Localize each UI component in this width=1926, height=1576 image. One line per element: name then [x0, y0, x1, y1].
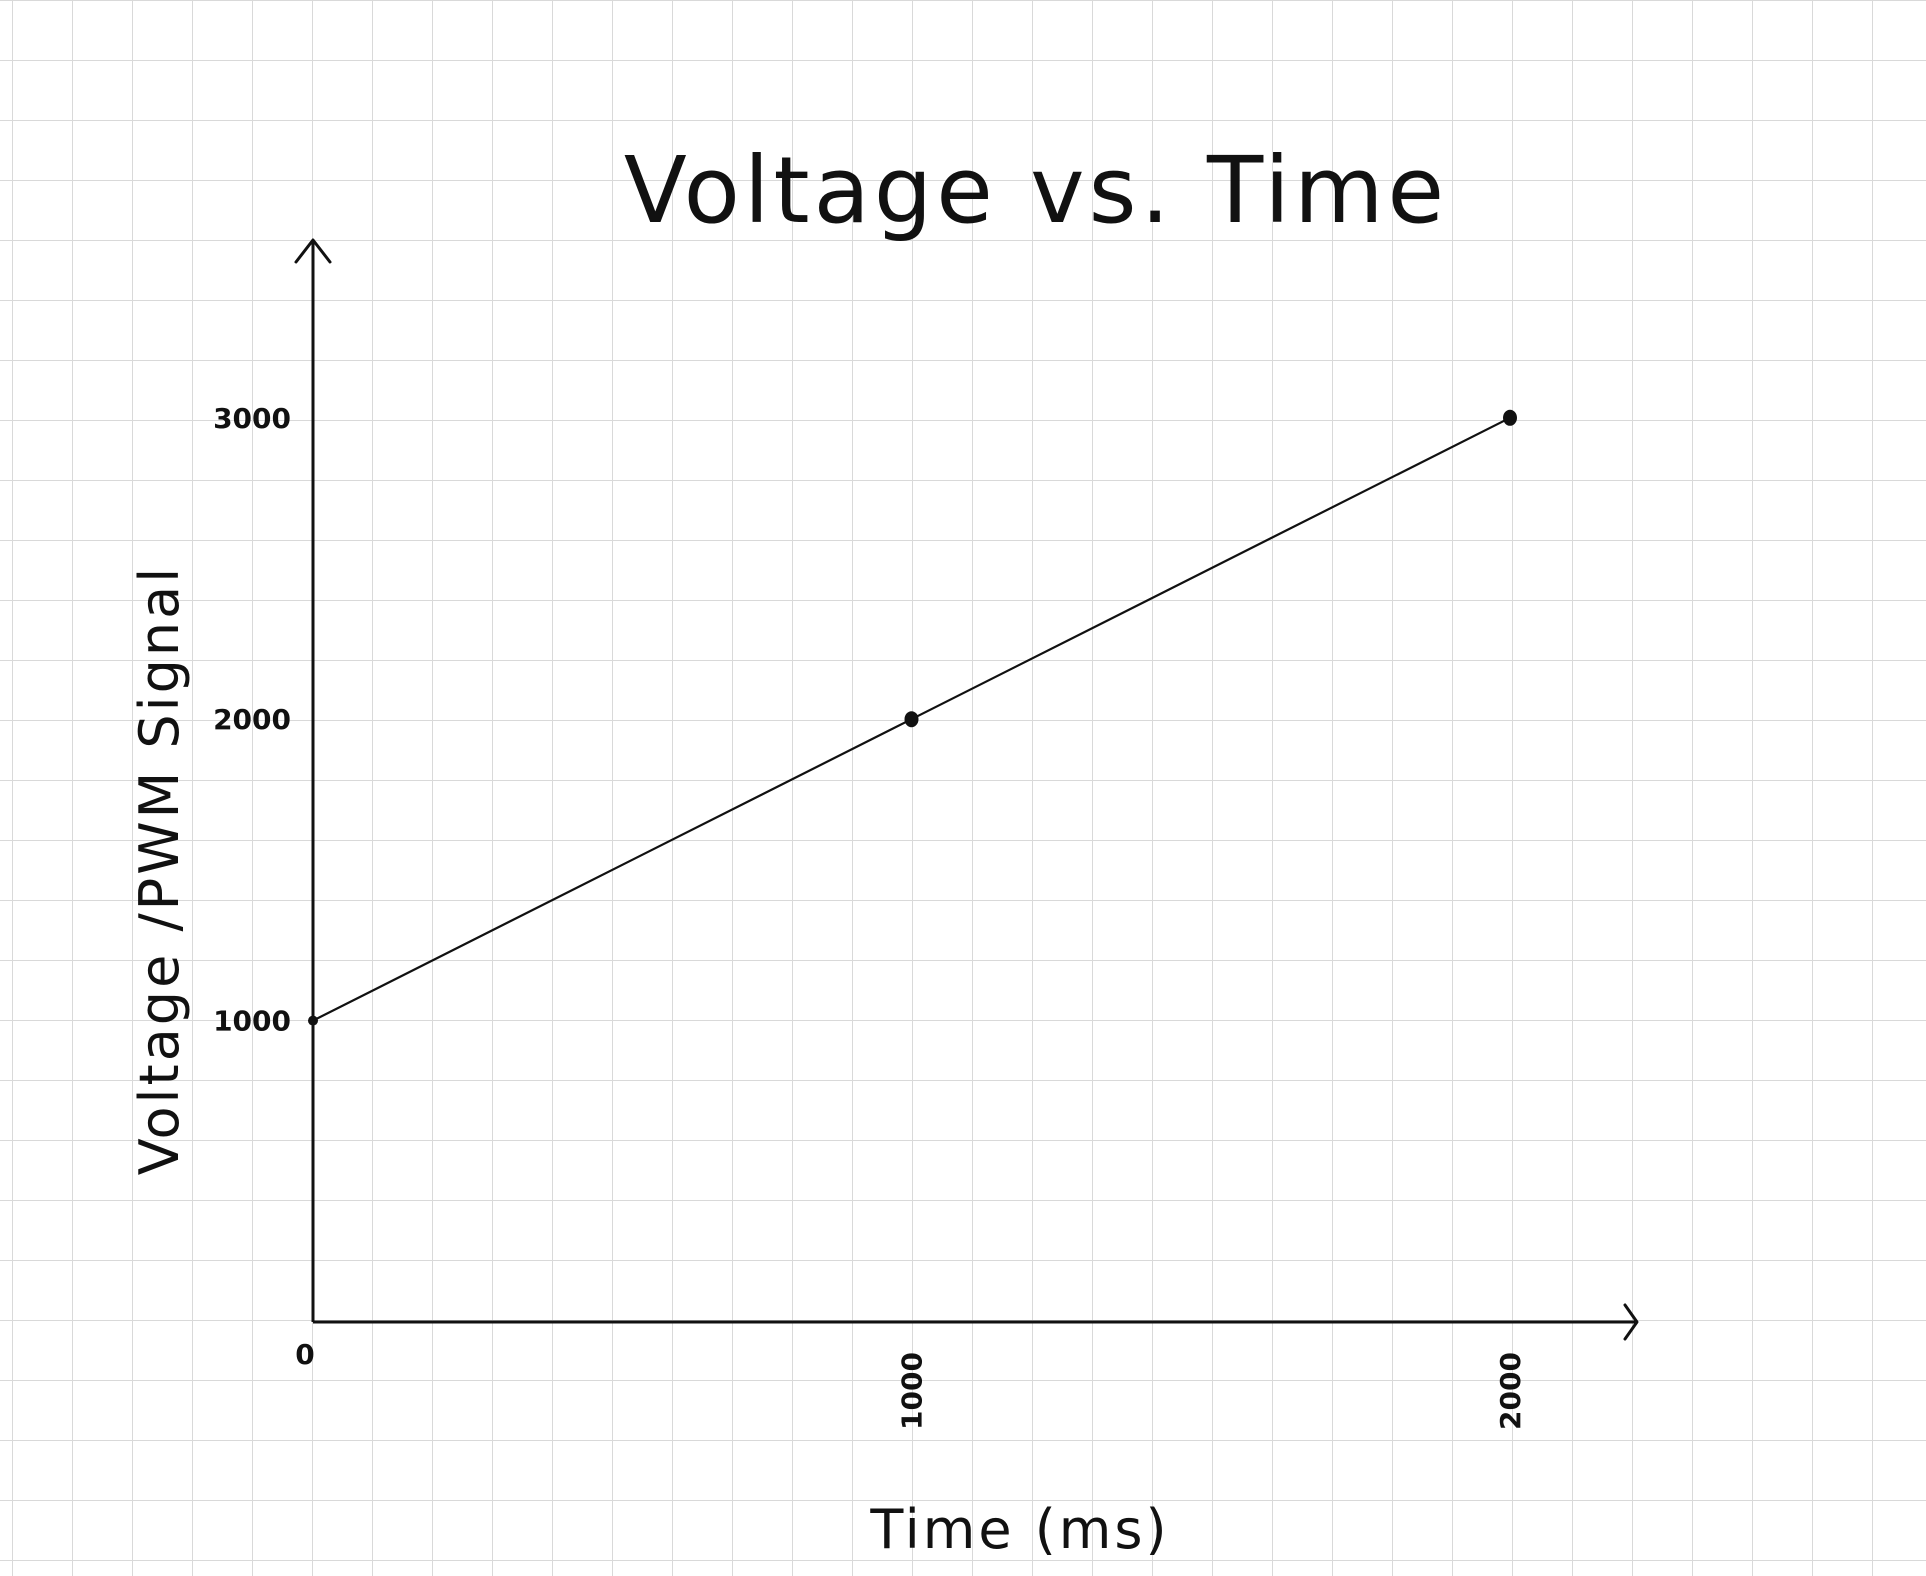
y-axis-title: Voltage /PWM Signal [128, 565, 191, 1176]
data-marks [308, 409, 1517, 1026]
x-tick-label: 1000 [896, 1352, 929, 1430]
data-point [308, 1015, 318, 1026]
x-tick-label: 2000 [1494, 1352, 1527, 1430]
x-axis-title: Time (ms) [869, 1498, 1169, 1561]
x-tick-label: 0 [295, 1338, 314, 1371]
axes [294, 238, 1639, 1341]
y-axis-arrow [294, 238, 332, 264]
chart-title: Voltage vs. Time [624, 137, 1448, 244]
y-tick-label: 1000 [213, 1005, 291, 1038]
y-tick-label: 2000 [213, 703, 291, 736]
data-point [904, 711, 919, 728]
x-axis-arrow [1623, 1303, 1639, 1341]
y-tick-label: 3000 [213, 402, 291, 435]
data-point [1503, 409, 1517, 426]
tick-labels: 1000 2000 3000 0 1000 2000 [213, 402, 1527, 1430]
